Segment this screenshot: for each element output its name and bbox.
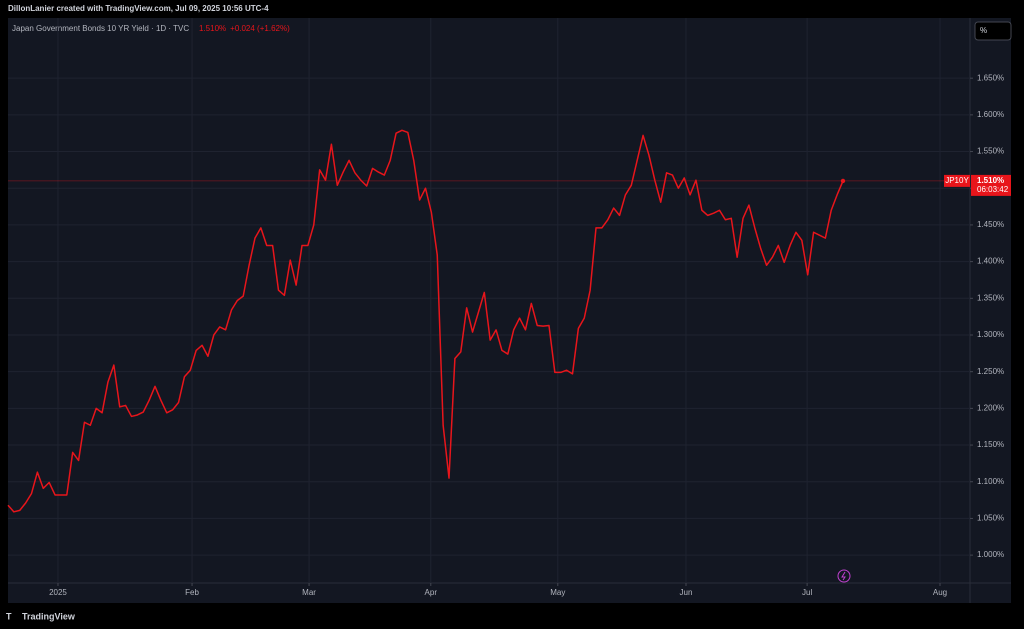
credit: DillonLanier created with TradingView.co… <box>8 4 269 13</box>
y-tick-label: 1.400% <box>977 257 1004 266</box>
price-badge-label: 1.510% <box>977 176 1004 185</box>
unit-button-label[interactable]: % <box>980 26 987 35</box>
y-tick-label: 1.000% <box>977 550 1004 559</box>
y-tick-label: 1.150% <box>977 440 1004 449</box>
header-change: +0.024 (+1.62%) <box>230 24 290 33</box>
y-tick-label: 1.650% <box>977 73 1004 82</box>
price-badge <box>971 174 1011 196</box>
brand: TradingView <box>22 611 76 621</box>
symbol-title: Japan Government Bonds 10 YR Yield · 1D … <box>12 24 189 33</box>
symbol-badge <box>944 174 970 187</box>
event-icon[interactable] <box>837 569 851 583</box>
brand-logo: T <box>6 611 12 621</box>
x-tick-label: Aug <box>933 588 947 597</box>
y-tick-label: 1.100% <box>977 477 1004 486</box>
y-tick-label: 1.300% <box>977 330 1004 339</box>
chart-panel <box>8 18 1011 603</box>
header-price: 1.510% <box>199 24 226 33</box>
y-tick-label: 1.250% <box>977 367 1004 376</box>
y-tick-label: 1.200% <box>977 403 1004 412</box>
x-tick-label: Mar <box>302 588 316 597</box>
symbol-badge-label: JP10Y <box>945 176 969 185</box>
countdown-label: 06:03:42 <box>977 185 1009 194</box>
x-tick-label: 2025 <box>49 588 67 597</box>
y-tick-label: 1.050% <box>977 514 1004 523</box>
y-tick-label: 1.350% <box>977 293 1004 302</box>
x-tick-label: Apr <box>425 588 438 597</box>
x-tick-label: May <box>550 588 565 597</box>
y-tick-label: 1.600% <box>977 110 1004 119</box>
x-tick-label: Jul <box>802 588 812 597</box>
y-tick-label: 1.450% <box>977 220 1004 229</box>
unit-button[interactable] <box>974 21 1012 41</box>
x-tick-label: Jun <box>680 588 693 597</box>
x-tick-label: Feb <box>185 588 199 597</box>
price-line <box>7 129 844 513</box>
last-point <box>840 178 846 184</box>
plot: 1.000% 1.050% 1.100% 1.150% 1.200% 1.250% 1.30… <box>7 18 1011 597</box>
y-tick-label: 1.550% <box>977 147 1004 156</box>
event-icon-bolt <box>841 571 846 581</box>
